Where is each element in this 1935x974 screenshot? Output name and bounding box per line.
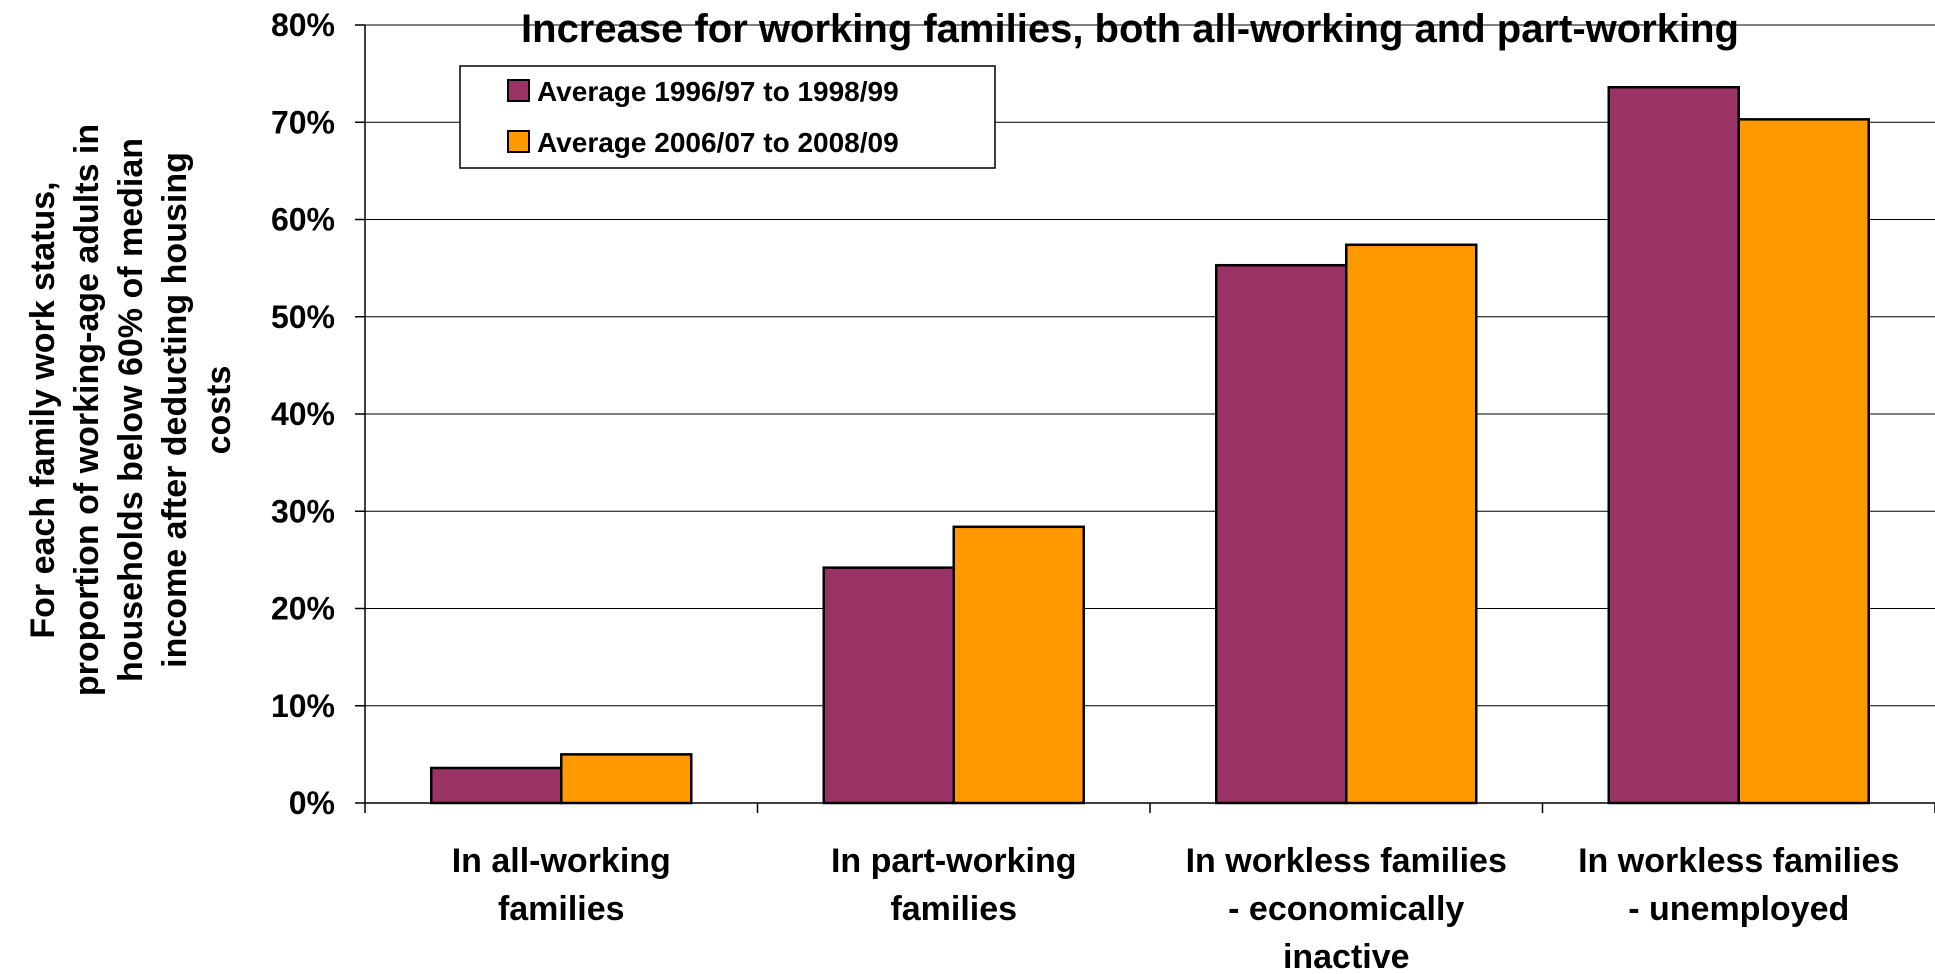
y-tick-label: 10%: [271, 688, 335, 724]
legend-swatch: [507, 79, 530, 102]
y-tick-label: 0%: [289, 785, 335, 821]
y-axis-ticks: 0% 10% 20% 30% 40% 50% 60% 70% 80%: [271, 7, 365, 821]
bar: [430, 766, 563, 805]
bar: [560, 753, 693, 805]
chart-title: Increase for working families, both all-…: [521, 7, 1739, 51]
legend: Average 1996/97 to 1998/99 Average 2006/0…: [459, 65, 996, 169]
bar: [1607, 85, 1740, 805]
legend-label: Average 1996/97 to 1998/99: [537, 76, 899, 107]
y-tick-label: 40%: [271, 396, 335, 432]
x-tick-label: In workless families - unemployed: [1578, 842, 1899, 928]
y-tick-label: 30%: [271, 493, 335, 529]
legend-label: Average 2006/07 to 2008/09: [537, 127, 899, 158]
bar: [822, 566, 955, 805]
y-tick-label: 20%: [271, 591, 335, 627]
x-tick-label: In workless families - economically inacti…: [1186, 842, 1507, 974]
x-tick-label: In part-working families: [831, 842, 1077, 928]
bar: [1737, 118, 1870, 805]
bars: [430, 85, 1870, 805]
bar: [952, 525, 1085, 805]
y-tick-label: 80%: [271, 7, 335, 43]
legend-swatch: [507, 130, 530, 153]
legend-box: [459, 65, 996, 169]
y-tick-label: 60%: [271, 202, 335, 238]
axes: [364, 25, 1935, 813]
bar: [1345, 243, 1478, 805]
x-axis-labels: In all-working families In part-working fam…: [452, 842, 1900, 974]
y-tick-label: 50%: [271, 299, 335, 335]
x-tick-label: In all-working families: [452, 842, 671, 928]
y-tick-label: 70%: [271, 104, 335, 140]
bar: [1215, 263, 1348, 805]
y-axis-label: For each family work status, proportion o…: [24, 124, 238, 696]
